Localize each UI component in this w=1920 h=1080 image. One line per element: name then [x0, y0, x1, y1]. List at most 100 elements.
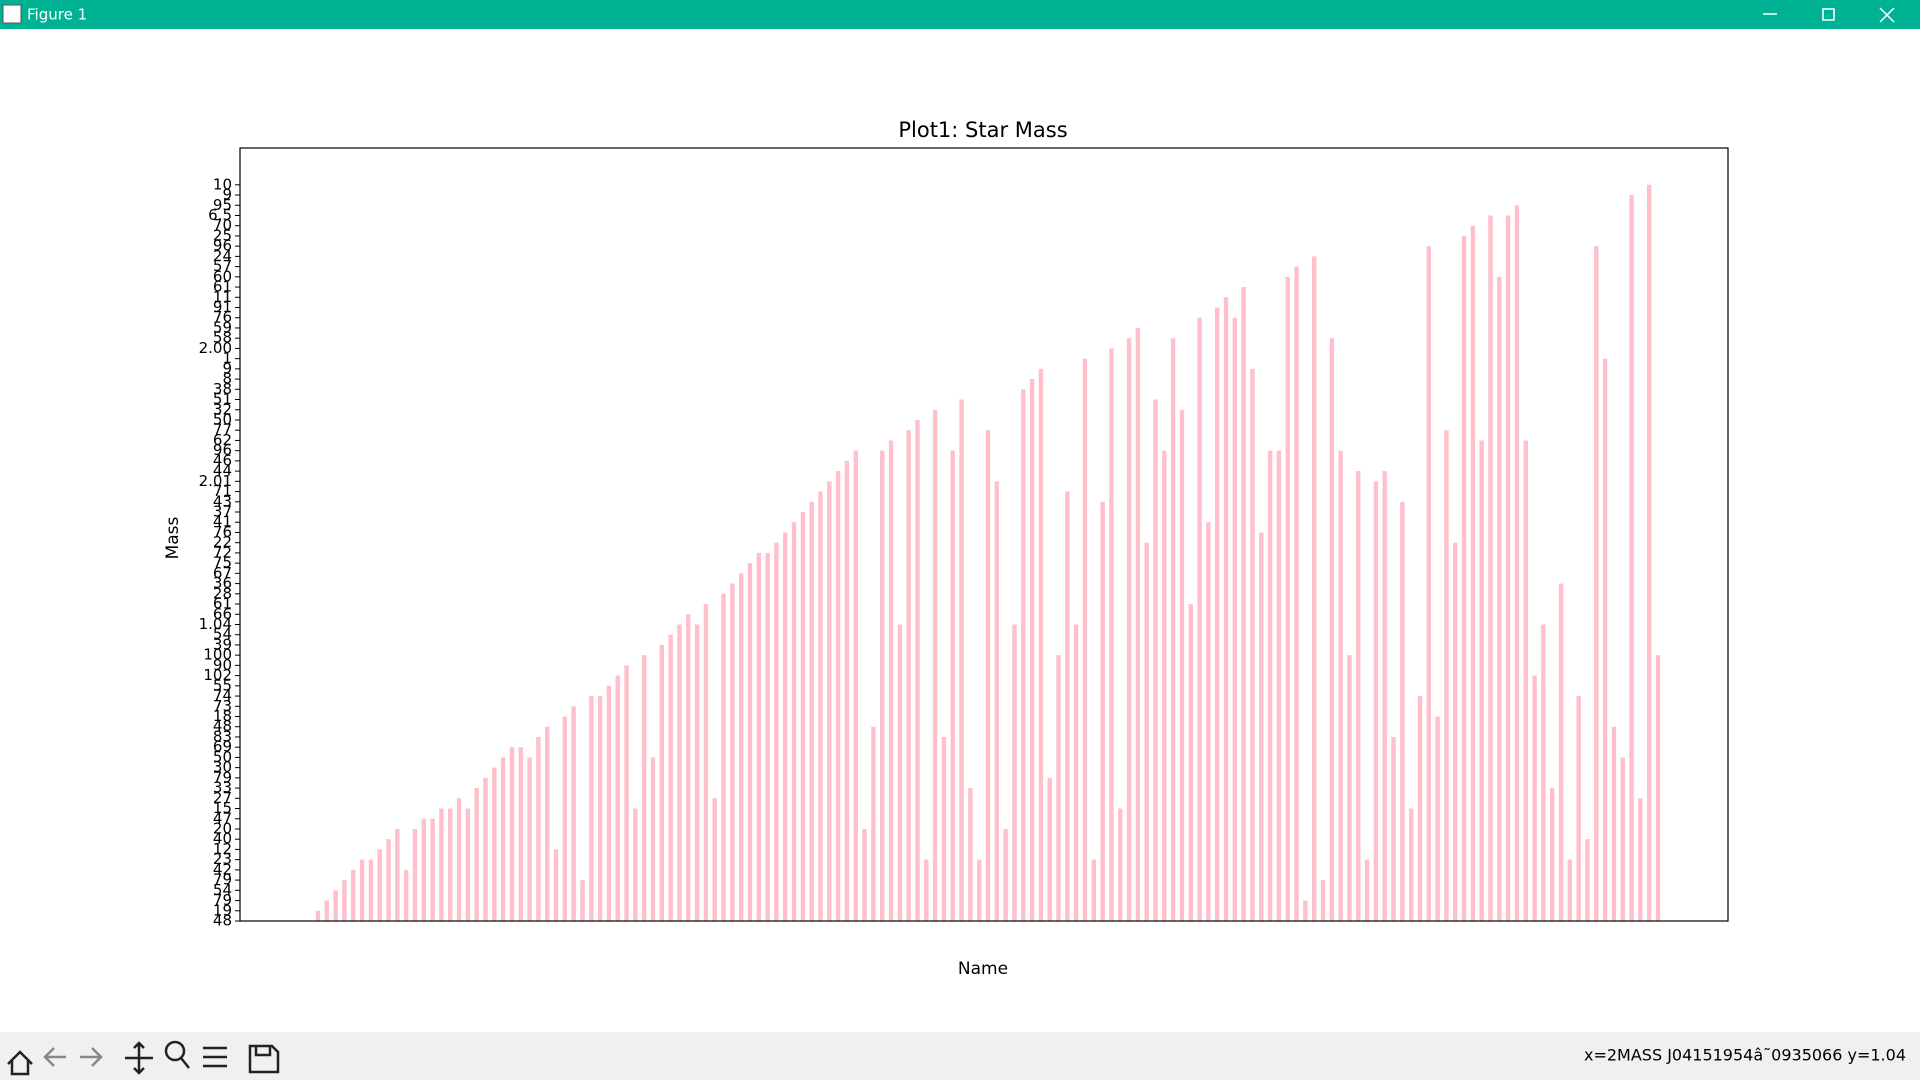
y-tick-label: 8	[222, 370, 232, 388]
bar	[941, 736, 947, 921]
bar	[738, 573, 744, 921]
bar	[1550, 788, 1555, 921]
bar	[315, 910, 321, 921]
bar	[1021, 389, 1026, 921]
bar	[835, 471, 841, 921]
home-button[interactable]	[7, 1050, 33, 1076]
x-axis-label: Name	[958, 959, 1008, 979]
bar	[1170, 338, 1176, 922]
y-tick-label: 95	[213, 196, 232, 214]
y-tick-label: 19	[213, 901, 232, 919]
bar	[624, 665, 629, 921]
bar	[324, 900, 330, 921]
bar	[1444, 430, 1449, 921]
bar	[509, 747, 515, 921]
y-tick-label: 77	[213, 421, 232, 439]
y-tick-label: 54	[213, 881, 232, 899]
forward-button[interactable]	[80, 1047, 103, 1067]
zoom-button[interactable]	[164, 1040, 190, 1069]
bar	[536, 736, 541, 921]
bar	[1541, 624, 1546, 921]
y-tick-label: 74	[213, 687, 232, 705]
y-tick-label: 28	[213, 584, 232, 602]
bar	[580, 880, 585, 921]
window-title: Figure 1	[27, 6, 87, 24]
y-tick-label: 6.5	[208, 206, 232, 224]
y-tick-label: 41	[213, 513, 232, 531]
bar	[1311, 256, 1317, 921]
bar	[853, 450, 858, 921]
bar	[747, 563, 753, 921]
bar	[774, 542, 779, 921]
bar	[721, 593, 726, 921]
y-tick-label: 44	[213, 462, 232, 480]
bar	[1215, 307, 1220, 921]
bar	[1356, 471, 1361, 921]
bar	[518, 747, 523, 921]
bar	[1206, 522, 1211, 921]
y-tick-label: 79	[213, 871, 232, 889]
y-tick-label: 33	[213, 779, 232, 797]
bar	[641, 655, 647, 921]
bar	[333, 890, 338, 921]
pan-button[interactable]	[125, 1041, 153, 1075]
configure-button[interactable]	[203, 1046, 227, 1068]
y-tick-label: 42	[213, 860, 232, 878]
y-tick-label: 30	[213, 758, 232, 776]
bar	[694, 624, 700, 921]
y-tick-label: 83	[213, 727, 232, 745]
y-tick-label: 1.04	[199, 615, 232, 633]
bar	[880, 450, 885, 921]
bar	[421, 818, 426, 921]
bar	[1073, 624, 1079, 921]
bar	[1100, 501, 1105, 921]
y-tick-label: 79	[213, 891, 232, 909]
bar	[809, 501, 814, 921]
bar	[1118, 808, 1123, 921]
bar	[1347, 655, 1352, 921]
y-tick-label: 11	[213, 288, 232, 306]
bar	[924, 859, 929, 921]
bar	[545, 726, 550, 921]
bar	[1470, 225, 1476, 922]
status-text: x=2MASS J04151954â˜0935066 y=1.04	[1584, 1046, 1906, 1065]
bar	[359, 859, 365, 921]
bar	[1382, 471, 1387, 921]
restore-button[interactable]	[1822, 8, 1835, 21]
bar	[1144, 542, 1149, 921]
back-button[interactable]	[43, 1047, 66, 1067]
bar	[730, 583, 735, 921]
title-bar	[0, 0, 1920, 29]
y-tick-label: 22	[213, 533, 232, 551]
bar	[650, 757, 656, 921]
chart-title: Plot1: Star Mass	[898, 118, 1067, 142]
bar	[1479, 440, 1484, 921]
bar	[791, 522, 797, 921]
app-icon	[2, 4, 22, 24]
bar	[800, 512, 806, 921]
y-tick-label: 76	[213, 523, 232, 541]
bar	[1259, 532, 1264, 921]
bar	[553, 849, 559, 921]
bar	[1364, 859, 1370, 921]
y-tick-label: 55	[213, 676, 232, 694]
y-tick-label: 66	[213, 605, 232, 623]
close-button[interactable]	[1879, 7, 1895, 23]
y-tick-label: 90	[213, 656, 232, 674]
bar	[1426, 246, 1431, 921]
bar	[1038, 368, 1044, 921]
bar	[1135, 327, 1141, 922]
save-button[interactable]	[248, 1044, 280, 1074]
bar	[1003, 828, 1008, 921]
bar	[1435, 716, 1440, 921]
bar	[597, 696, 603, 921]
bar	[1276, 450, 1282, 921]
bar	[976, 859, 982, 921]
bar	[465, 808, 471, 921]
y-tick-label: 69	[213, 738, 232, 756]
bar	[1611, 726, 1617, 921]
bar	[633, 808, 638, 921]
bar	[1594, 246, 1599, 921]
bar	[1179, 409, 1185, 921]
y-tick-label: 10	[213, 175, 232, 193]
